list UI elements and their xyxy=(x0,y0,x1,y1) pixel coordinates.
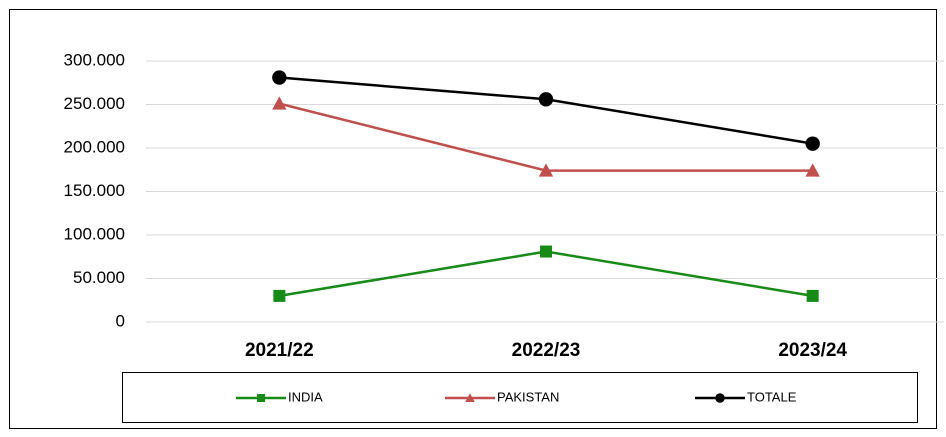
y-tick-label: 250.000 xyxy=(64,94,125,113)
y-tick-label: 150.000 xyxy=(64,181,125,200)
marker xyxy=(538,92,554,107)
y-tick-label: 0 xyxy=(116,311,125,330)
marker xyxy=(805,136,820,151)
series-line xyxy=(279,102,813,172)
marker xyxy=(806,289,819,302)
marker xyxy=(538,163,554,177)
marker xyxy=(540,245,552,258)
marker xyxy=(465,393,475,402)
marker xyxy=(805,163,820,177)
x-tick-label: 2022/23 xyxy=(512,340,581,361)
marker xyxy=(257,394,265,402)
series-line xyxy=(279,76,813,145)
marker xyxy=(715,393,725,403)
legend-label: PAKISTAN xyxy=(497,389,559,404)
legend-label: TOTALE xyxy=(747,389,797,404)
chart-border xyxy=(9,9,937,429)
series-line xyxy=(279,250,813,298)
legend-label: INDIA xyxy=(288,389,323,404)
y-tick-label: 50.000 xyxy=(73,268,125,287)
marker xyxy=(272,96,287,110)
x-tick-label: 2023/24 xyxy=(778,340,847,361)
marker xyxy=(272,70,287,85)
y-tick-label: 300.000 xyxy=(64,50,125,69)
marker xyxy=(273,289,286,302)
x-tick-label: 2021/22 xyxy=(245,340,314,361)
y-tick-label: 100.000 xyxy=(64,224,125,243)
y-tick-label: 200.000 xyxy=(64,137,125,156)
